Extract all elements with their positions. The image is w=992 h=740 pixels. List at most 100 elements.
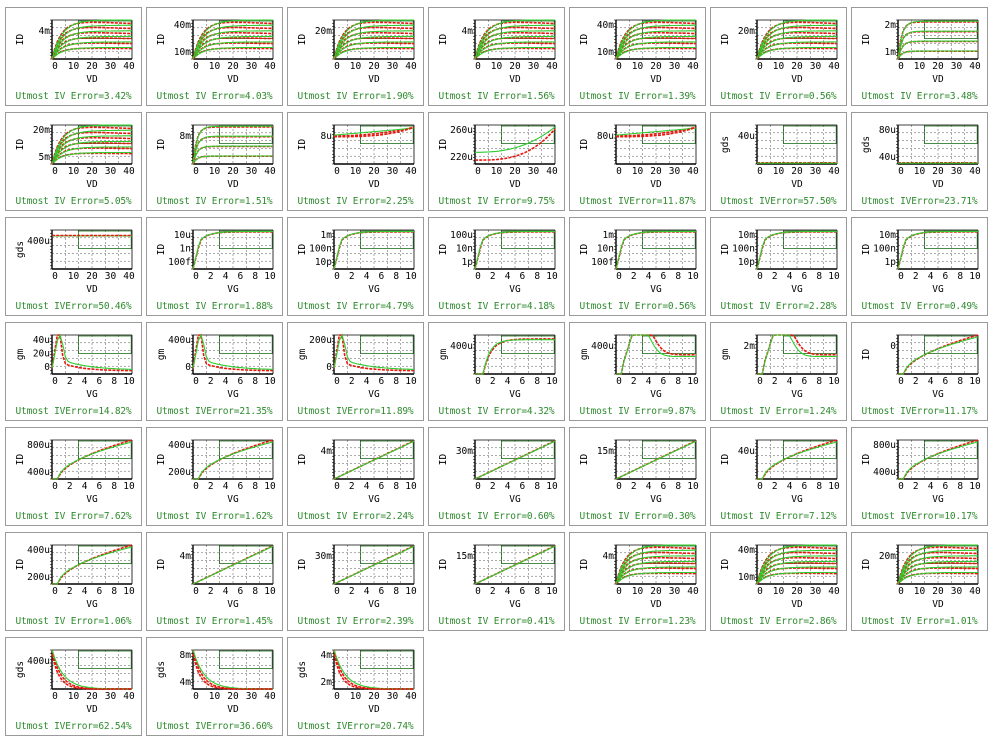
x-tick-label: 8 bbox=[393, 586, 399, 597]
y-axis-label: gm bbox=[15, 349, 26, 361]
y-tick-label: 4m bbox=[321, 446, 333, 457]
iv-error-caption: Utmost IV Error=1.24% bbox=[720, 406, 837, 417]
x-tick-label: 20 bbox=[650, 61, 662, 72]
measured-series-line bbox=[474, 26, 556, 60]
chart-panel: 0 2 4 6 8 10 400u 200u VG ID Utmost IV Error=1.62% bbox=[146, 427, 283, 526]
y-axis-label: ID bbox=[861, 244, 872, 256]
y-tick-label: 2m bbox=[321, 677, 333, 688]
measured-series-line bbox=[51, 21, 133, 60]
y-tick-label: 4m bbox=[321, 650, 333, 661]
x-tick-label: 8 bbox=[393, 376, 399, 387]
chart-svg: 0 2 4 6 8 10 15m VG ID bbox=[579, 439, 699, 505]
x-tick-label: 0 bbox=[334, 61, 340, 72]
x-tick-label: 4 bbox=[787, 376, 793, 387]
x-tick-label: 6 bbox=[238, 271, 244, 282]
x-tick-label: 20 bbox=[650, 166, 662, 177]
chart-svg: 0 10 20 30 40 80u 40u VD gds bbox=[861, 124, 981, 190]
x-tick-label: 20 bbox=[791, 586, 803, 597]
chart-svg: 0 10 20 30 40 2m 1m VD ID bbox=[861, 19, 981, 85]
y-axis-label: ID bbox=[156, 454, 167, 466]
measured-series-line bbox=[615, 546, 697, 585]
chart-svg: 0 10 20 30 40 400u VD gds bbox=[15, 649, 135, 715]
measured-series-line bbox=[898, 334, 979, 375]
reference-frame bbox=[642, 440, 696, 459]
measured-series-line bbox=[333, 21, 415, 60]
iv-error-caption: Utmost IV Error=0.56% bbox=[579, 301, 696, 312]
chart-svg: 0 2 4 6 8 10 30m VG ID bbox=[438, 439, 558, 505]
iv-error-caption: Utmost IV Error=1.01% bbox=[861, 616, 978, 627]
y-axis-label: ID bbox=[861, 349, 872, 361]
x-axis-label: VG bbox=[368, 494, 380, 505]
x-axis-label: VD bbox=[509, 179, 521, 190]
x-axis-label: VG bbox=[86, 599, 98, 610]
x-axis-label: VD bbox=[86, 74, 98, 85]
iv-error-caption: Utmost IV Error=7.62% bbox=[15, 511, 132, 522]
y-axis-label: ID bbox=[720, 454, 731, 466]
x-tick-label: 2 bbox=[913, 481, 919, 492]
x-tick-label: 10 bbox=[209, 61, 221, 72]
measured-series-line bbox=[51, 31, 132, 60]
x-tick-label: 6 bbox=[943, 271, 949, 282]
y-tick-label: 10n bbox=[456, 244, 473, 255]
x-tick-label: 30 bbox=[105, 166, 117, 177]
simulated-series-line bbox=[897, 20, 978, 60]
x-tick-label: 6 bbox=[802, 376, 808, 387]
x-tick-label: 2 bbox=[67, 586, 73, 597]
measured-series-line bbox=[51, 653, 132, 690]
x-axis-label: VD bbox=[932, 599, 944, 610]
simulated-series-line bbox=[333, 649, 414, 690]
simulated-series-line bbox=[51, 124, 132, 165]
simulated-series-line bbox=[615, 555, 696, 585]
iv-error-caption: Utmost IV Error=1.45% bbox=[156, 616, 273, 627]
x-tick-label: 6 bbox=[520, 376, 526, 387]
reference-frame bbox=[78, 545, 132, 564]
x-tick-label: 8 bbox=[675, 376, 681, 387]
chart-panel: 0 2 4 6 8 10 1m 100n 10p VG ID Utmost IV Error=4.79… bbox=[287, 217, 424, 316]
y-tick-label: 10m bbox=[597, 47, 614, 58]
x-tick-label: 0 bbox=[193, 166, 199, 177]
measured-series-line bbox=[615, 556, 696, 585]
x-tick-label: 40 bbox=[405, 691, 417, 702]
x-axis-label: VG bbox=[650, 284, 662, 295]
reference-frame bbox=[501, 20, 555, 39]
measured-series-line bbox=[333, 334, 414, 372]
x-axis-label: VD bbox=[227, 179, 239, 190]
chart-panel: 0 2 4 6 8 10 30m VG ID Utmost IV Error=2.39% bbox=[287, 532, 424, 631]
simulated-series-line bbox=[192, 35, 274, 60]
x-tick-label: 40 bbox=[687, 166, 699, 177]
x-tick-label: 0 bbox=[334, 481, 340, 492]
x-tick-label: 20 bbox=[86, 61, 98, 72]
x-tick-label: 10 bbox=[546, 271, 558, 282]
iv-error-caption: Utmost IV Error=1.62% bbox=[156, 511, 273, 522]
x-tick-label: 4 bbox=[928, 376, 934, 387]
x-tick-label: 4 bbox=[505, 376, 511, 387]
simulated-series-line bbox=[615, 41, 696, 60]
y-axis-label: gm bbox=[720, 349, 731, 361]
simulated-series-line bbox=[615, 19, 696, 60]
iv-error-caption: Utmost IVError=20.74% bbox=[297, 721, 414, 732]
simulated-series-line bbox=[474, 46, 555, 60]
x-axis-label: VD bbox=[650, 74, 662, 85]
y-tick-label: 20m bbox=[738, 26, 755, 37]
x-tick-label: 20 bbox=[86, 691, 98, 702]
x-tick-label: 10 bbox=[264, 481, 276, 492]
chart-panel: 0 10 20 30 40 400u VD gds Utmost IVError=62.54% bbox=[5, 637, 142, 736]
x-axis-label: VG bbox=[791, 284, 803, 295]
x-axis-label: VD bbox=[86, 704, 98, 715]
simulated-series-line bbox=[51, 46, 132, 60]
reference-frame bbox=[783, 20, 837, 39]
y-axis-label: ID bbox=[579, 244, 590, 256]
x-tick-label: 0 bbox=[52, 271, 58, 282]
measured-series-line bbox=[615, 551, 697, 585]
x-tick-label: 40 bbox=[264, 166, 276, 177]
measured-series-line bbox=[192, 26, 274, 60]
chart-panel: 0 10 20 30 40 40u VD gds Utmost IVError=57.50% bbox=[710, 112, 847, 211]
x-tick-label: 0 bbox=[898, 586, 904, 597]
simulated-series-line bbox=[333, 35, 415, 60]
x-tick-label: 40 bbox=[546, 61, 558, 72]
x-tick-label: 10 bbox=[264, 271, 276, 282]
x-tick-label: 4 bbox=[787, 481, 793, 492]
x-tick-label: 10 bbox=[350, 61, 362, 72]
simulated-series-line bbox=[897, 544, 978, 585]
x-tick-label: 0 bbox=[616, 271, 622, 282]
